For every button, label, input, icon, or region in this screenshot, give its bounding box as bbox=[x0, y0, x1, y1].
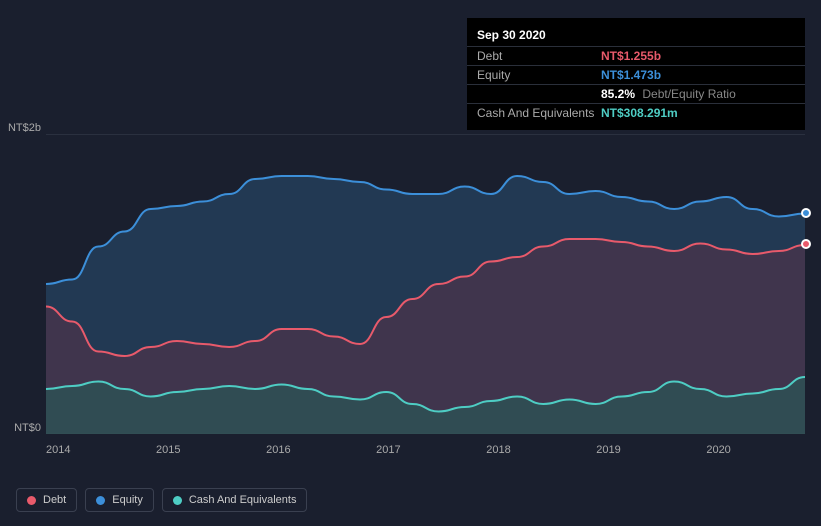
legend-dot-cash-icon bbox=[173, 496, 182, 505]
x-axis-label: 2014 bbox=[46, 444, 70, 456]
y-axis-max-label: NT$2b bbox=[8, 122, 41, 134]
chart-area: NT$2b NT$0 2014201520162017201820192020 bbox=[16, 124, 805, 464]
tooltip-row-equity: Equity NT$1.473b bbox=[467, 66, 805, 85]
tooltip-value-debt: NT$1.255b bbox=[601, 49, 661, 63]
tooltip-date: Sep 30 2020 bbox=[467, 26, 805, 47]
tooltip-card: Sep 30 2020 Debt NT$1.255b Equity NT$1.4… bbox=[467, 18, 805, 130]
tooltip-value-equity: NT$1.473b bbox=[601, 68, 661, 82]
area-chart-svg bbox=[46, 134, 805, 434]
marker-equity bbox=[801, 208, 811, 218]
legend-label-debt: Debt bbox=[43, 494, 66, 506]
tooltip-ratio-text: Debt/Equity Ratio bbox=[642, 87, 735, 101]
plot-region[interactable] bbox=[46, 134, 805, 434]
tooltip-label-debt: Debt bbox=[477, 49, 601, 63]
x-axis-label: 2015 bbox=[156, 444, 180, 456]
legend-label-cash: Cash And Equivalents bbox=[189, 494, 297, 506]
tooltip-label-equity: Equity bbox=[477, 68, 601, 82]
x-axis-label: 2019 bbox=[596, 444, 620, 456]
tooltip-ratio-wrap: 85.2% Debt/Equity Ratio bbox=[601, 87, 736, 101]
legend-dot-debt-icon bbox=[27, 496, 36, 505]
x-axis-label: 2016 bbox=[266, 444, 290, 456]
tooltip-row-cash: Cash And Equivalents NT$308.291m bbox=[467, 104, 805, 122]
legend-item-cash[interactable]: Cash And Equivalents bbox=[162, 488, 308, 512]
tooltip-row-debt: Debt NT$1.255b bbox=[467, 47, 805, 66]
tooltip-label-ratio bbox=[477, 87, 601, 101]
marker-debt bbox=[801, 239, 811, 249]
tooltip-row-ratio: 85.2% Debt/Equity Ratio bbox=[467, 85, 805, 104]
legend-item-debt[interactable]: Debt bbox=[16, 488, 77, 512]
x-axis-label: 2020 bbox=[706, 444, 730, 456]
legend-dot-equity-icon bbox=[96, 496, 105, 505]
tooltip-label-cash: Cash And Equivalents bbox=[477, 106, 601, 120]
legend: Debt Equity Cash And Equivalents bbox=[16, 488, 307, 512]
legend-label-equity: Equity bbox=[112, 494, 143, 506]
x-axis-label: 2017 bbox=[376, 444, 400, 456]
y-axis-min-label: NT$0 bbox=[14, 422, 41, 434]
legend-item-equity[interactable]: Equity bbox=[85, 488, 154, 512]
tooltip-value-cash: NT$308.291m bbox=[601, 106, 678, 120]
tooltip-ratio-pct: 85.2% bbox=[601, 87, 635, 101]
x-axis-label: 2018 bbox=[486, 444, 510, 456]
